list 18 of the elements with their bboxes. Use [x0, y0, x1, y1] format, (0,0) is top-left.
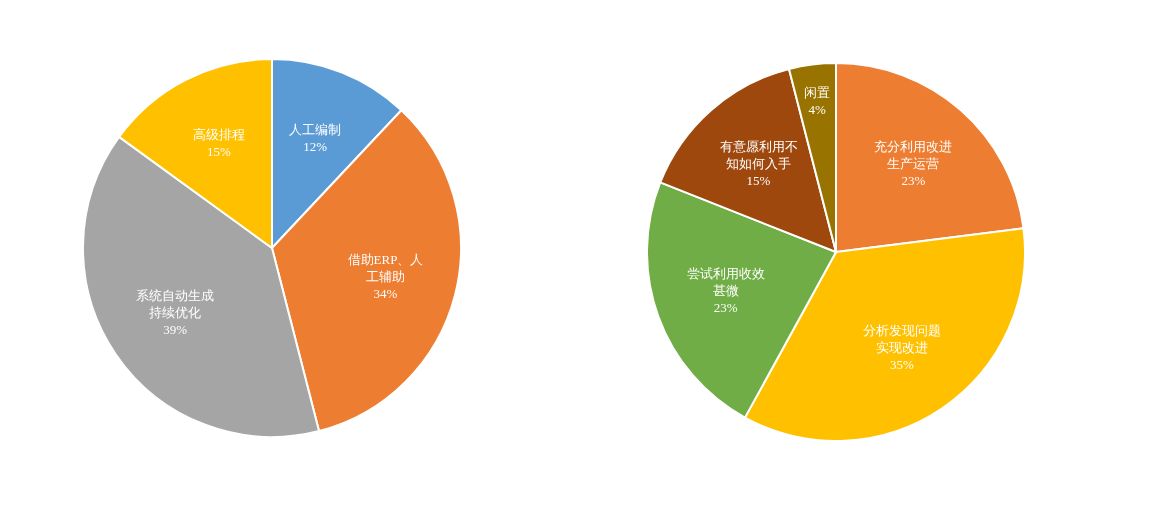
data-label: 39%	[163, 322, 188, 338]
data-label: 15%	[206, 143, 231, 159]
data-label: 12%	[303, 138, 328, 154]
slice-label: 充分利用改进生产运营	[874, 138, 953, 171]
slice-label: 闲置	[804, 84, 831, 100]
slice-label: 系统自动生成持续优化	[136, 288, 215, 321]
data-label: 4%	[808, 101, 826, 117]
data-label: 34%	[373, 285, 398, 301]
slice-label: 人工编制	[289, 121, 342, 137]
data-label: 23%	[713, 300, 738, 316]
data-label: 23%	[901, 172, 926, 188]
slice-label: 尝试利用收效甚微	[686, 266, 765, 299]
slice-label: 有意愿利用不知如何入手	[719, 138, 798, 171]
slice-label: 高级排程	[192, 126, 245, 142]
data-label: 35%	[889, 357, 914, 373]
data-label: 15%	[746, 172, 771, 188]
slice-label: 分析发现问题实现改进	[862, 323, 941, 356]
slice-label: 借助ERP、人工辅助	[347, 251, 424, 284]
